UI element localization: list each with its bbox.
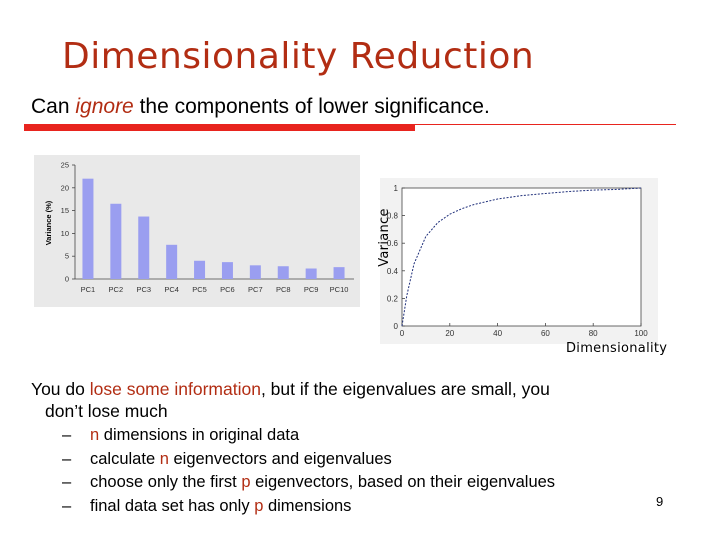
slide-title: Dimensionality Reduction <box>62 36 535 77</box>
bar-category-label: PC3 <box>136 285 151 294</box>
bullet-text-red: n <box>90 426 100 444</box>
line-chart-y-tick-label: 0.4 <box>387 267 399 276</box>
bar-pc1 <box>82 178 94 279</box>
bar-chart-panel: 0 5 10 15 20 25 PC1 PC2 PC3 PC4 PC5 PC6 PC7 PC8 PC9 PC… <box>34 155 360 307</box>
subtitle-post: the components of lower significance. <box>133 95 490 118</box>
bar-chart-y-label: Variance (%) <box>44 200 53 245</box>
variance-bar-chart: 0 5 10 15 20 25 PC1 PC2 PC3 PC4 PC5 PC6 PC7 PC8 PC9 PC… <box>44 161 354 294</box>
bar-category-label: PC9 <box>304 285 319 294</box>
body-text-highlight: lose some information <box>89 379 261 399</box>
bullet-text-pre: final data set has only <box>90 496 255 515</box>
slide-subtitle: Can ignore the components of lower signi… <box>31 95 490 119</box>
bullet-list: – n dimensions in original data – calculat… <box>62 426 555 520</box>
bar-pc7 <box>249 265 261 279</box>
bar-pc2 <box>110 203 122 279</box>
body-text-2: , but if the eigenvalues are small, you <box>260 379 550 399</box>
line-chart-x-tick-label: 80 <box>589 329 598 338</box>
bullet-dash: – <box>62 496 72 515</box>
bullet-dash: – <box>62 449 72 468</box>
bar-pc10 <box>333 267 345 279</box>
title-rule-thick <box>24 124 415 131</box>
line-chart-y-tick-label: 0 <box>394 322 399 331</box>
line-chart-x-tick-label: 100 <box>634 329 648 338</box>
title-rule-thin <box>415 124 676 125</box>
bar-pc3 <box>138 216 150 279</box>
bullet-item: – n dimensions in original data <box>62 426 555 450</box>
body-text-1: You do <box>31 379 90 399</box>
bar-category-label: PC5 <box>192 285 207 294</box>
bullet-text-red: p <box>254 496 264 515</box>
bar-category-label: PC6 <box>220 285 235 294</box>
bullet-text-post: eigenvectors and eigenvalues <box>168 449 392 468</box>
bullet-text-pre: calculate <box>90 449 160 468</box>
bullet-text-red: p <box>241 473 251 491</box>
line-chart-x-tick-label: 0 <box>400 329 405 338</box>
line-chart-panel: 0 20 40 60 80 100 0 0.2 0.4 0.6 0.8 1 <box>380 178 658 344</box>
bar-chart-y-tick-label: 0 <box>65 275 69 284</box>
bar-pc4 <box>166 244 178 279</box>
line-chart-x-tick-label: 20 <box>445 329 454 338</box>
line-chart-x-label: Dimensionality <box>566 341 668 356</box>
body-paragraph: You do lose some information, but if the… <box>31 378 671 422</box>
line-chart-y-tick-label: 0.2 <box>387 294 399 303</box>
line-chart-x-tick-label: 60 <box>541 329 550 338</box>
subtitle-emphasis: ignore <box>75 95 134 118</box>
bullet-text-post: dimensions <box>263 496 352 515</box>
bar-pc5 <box>194 260 206 279</box>
line-chart-y-tick-label: 0.6 <box>387 239 399 248</box>
bar-chart-y-tick-label: 5 <box>65 252 69 261</box>
cumulative-variance-chart: 0 20 40 60 80 100 0 0.2 0.4 0.6 0.8 1 <box>387 184 648 338</box>
bar-chart-y-tick-label: 10 <box>61 229 69 238</box>
line-chart-y-tick-label: 1 <box>394 184 399 193</box>
bullet-dash: – <box>62 473 72 491</box>
bar-pc8 <box>277 266 289 279</box>
body-text-3: don’t lose much <box>45 401 168 421</box>
bullet-item: – choose only the first p eigenvectors, b… <box>62 473 555 497</box>
bullet-text-red: n <box>159 449 169 468</box>
subtitle-pre: Can <box>31 95 76 118</box>
bar-category-label: PC10 <box>330 285 349 294</box>
bar-pc9 <box>305 268 317 279</box>
bullet-item: – calculate n eigenvectors and eigenvalue… <box>62 450 555 474</box>
page-number: 9 <box>656 494 664 509</box>
bullet-text-pre: choose only the first <box>90 473 242 491</box>
bar-category-label: PC4 <box>164 285 179 294</box>
bar-category-label: PC7 <box>248 285 263 294</box>
line-chart-plot-area <box>401 187 642 327</box>
line-chart-y-label: Variance <box>376 208 392 267</box>
bar-category-label: PC1 <box>81 285 96 294</box>
bullet-text-post: dimensions in original data <box>99 426 300 444</box>
bar-chart-y-tick-label: 20 <box>61 183 69 192</box>
bar-category-label: PC8 <box>276 285 291 294</box>
line-chart-y-tick-label: 0.8 <box>387 212 399 221</box>
cumulative-variance-line <box>401 187 642 327</box>
bullet-dash: – <box>62 426 72 444</box>
bar-chart-y-tick-label: 15 <box>61 206 69 215</box>
bar-category-label: PC2 <box>109 285 124 294</box>
bullet-item: – final data set has only p dimensions <box>62 497 555 521</box>
bar-pc6 <box>221 262 233 279</box>
bar-chart-y-tick-label: 25 <box>61 161 69 170</box>
bullet-text-post: eigenvectors, based on their eigenvalues <box>250 473 556 491</box>
line-chart-x-tick-label: 40 <box>493 329 502 338</box>
